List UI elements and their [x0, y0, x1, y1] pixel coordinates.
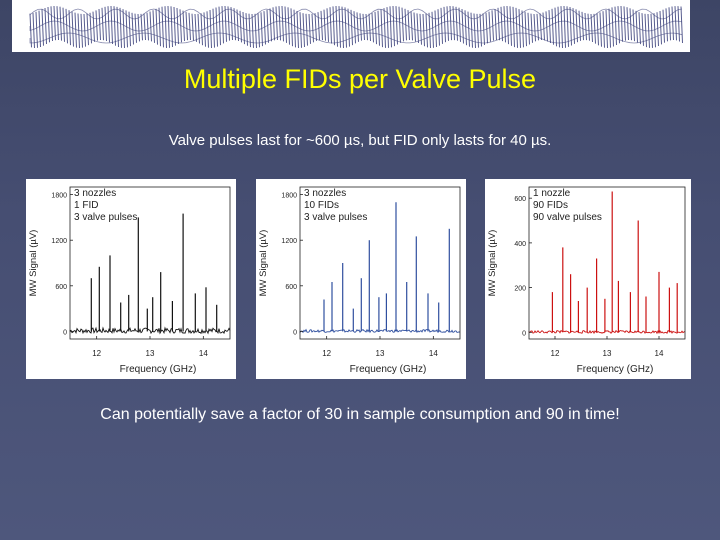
x-tick-label: 14: [429, 349, 438, 358]
x-axis-label: Frequency (GHz): [577, 364, 654, 375]
y-axis-label: MW Signal (µV): [28, 230, 39, 297]
banner-wave-lines: [29, 5, 683, 49]
slide-subtitle: Valve pulses last for ~600 µs, but FID o…: [168, 132, 552, 149]
y-axis-label: MW Signal (µV): [487, 230, 498, 297]
spectrum-panel-3: 0 200 400 600 12 13 14 Frequency (GHz) MW Signal…: [485, 179, 691, 379]
x-tick-label: 12: [551, 349, 560, 358]
legend-entry: 3 valve pulses: [74, 212, 137, 223]
noise-trace: [69, 326, 231, 335]
y-tick-label: 200: [514, 286, 526, 293]
y-axis-label: MW Signal (µV): [258, 230, 269, 297]
legend-entry: 90 valve pulses: [533, 212, 602, 223]
x-axis-label: Frequency (GHz): [120, 364, 197, 375]
slide-footer: Can potentially save a factor of 30 in s…: [100, 406, 620, 423]
y-tick-label: 1800: [51, 193, 67, 200]
x-tick-label: 14: [655, 349, 664, 358]
y-tick-label: 600: [285, 284, 297, 291]
x-tick-label: 13: [146, 349, 155, 358]
y-tick-label: 0: [293, 329, 297, 336]
x-axis-label: Frequency (GHz): [350, 364, 427, 375]
y-tick-label: 400: [514, 241, 526, 248]
y-tick-label: 600: [55, 284, 67, 291]
legend-entry: 3 valve pulses: [304, 212, 367, 223]
y-tick-label: 1200: [51, 238, 67, 245]
header-banner: [12, 0, 690, 52]
x-tick-label: 12: [92, 349, 101, 358]
x-tick-label: 14: [199, 349, 208, 358]
banner-pattern: [29, 5, 683, 49]
legend-entry: 10 FIDs: [304, 200, 339, 211]
x-tick-label: 12: [322, 349, 331, 358]
noise-trace: [528, 329, 686, 335]
legend-entry: 1 nozzle: [533, 188, 571, 199]
x-tick-label: 13: [603, 349, 612, 358]
y-tick-label: 0: [63, 329, 67, 336]
x-tick-label: 13: [376, 349, 385, 358]
y-tick-label: 600: [514, 196, 526, 203]
spectrum-panel-2: 0 600 1200 1800 12 13 14 Frequency (GHz) MW Sign…: [256, 179, 466, 379]
spectrum-panel-1: 0 600 1200 1800 12 13 14 Frequency (GHz) MW Sign…: [26, 179, 236, 379]
legend-entry: 3 nozzles: [74, 188, 116, 199]
slide-title: Multiple FIDs per Valve Pulse: [183, 64, 537, 94]
y-tick-label: 1800: [281, 193, 297, 200]
legend-entry: 1 FID: [74, 200, 98, 211]
legend-entry: 90 FIDs: [533, 200, 568, 211]
legend-entry: 3 nozzles: [304, 188, 346, 199]
y-tick-label: 0: [522, 330, 526, 337]
y-tick-label: 1200: [281, 238, 297, 245]
